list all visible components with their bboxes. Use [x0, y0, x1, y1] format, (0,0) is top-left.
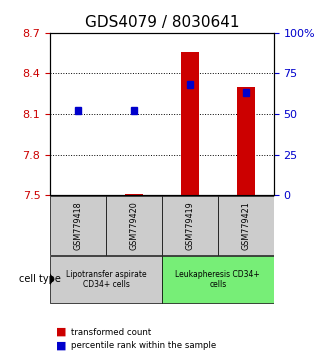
- Text: percentile rank within the sample: percentile rank within the sample: [71, 341, 216, 350]
- Bar: [237, 87, 255, 195]
- Text: GSM779420: GSM779420: [129, 201, 139, 250]
- Text: ■: ■: [56, 327, 67, 337]
- Bar: [243, 89, 248, 96]
- Text: Lipotransfer aspirate
CD34+ cells: Lipotransfer aspirate CD34+ cells: [66, 269, 146, 289]
- Bar: [106, 196, 162, 255]
- Text: cell type: cell type: [19, 274, 61, 284]
- Title: GDS4079 / 8030641: GDS4079 / 8030641: [85, 15, 239, 30]
- Bar: [218, 196, 274, 255]
- Bar: [125, 194, 143, 195]
- Text: GSM779421: GSM779421: [241, 201, 250, 250]
- Bar: [181, 52, 199, 195]
- Text: Leukapheresis CD34+
cells: Leukapheresis CD34+ cells: [176, 269, 260, 289]
- Bar: [75, 107, 81, 114]
- Bar: [162, 196, 218, 255]
- Polygon shape: [46, 269, 53, 289]
- Bar: [131, 107, 137, 114]
- Text: transformed count: transformed count: [71, 327, 151, 337]
- Bar: [187, 81, 193, 88]
- Bar: [69, 194, 87, 195]
- Bar: [162, 256, 274, 303]
- Text: GSM779419: GSM779419: [185, 201, 194, 250]
- Bar: [50, 256, 162, 303]
- Text: ■: ■: [56, 340, 67, 350]
- Bar: [50, 196, 106, 255]
- Text: GSM779418: GSM779418: [74, 201, 82, 250]
